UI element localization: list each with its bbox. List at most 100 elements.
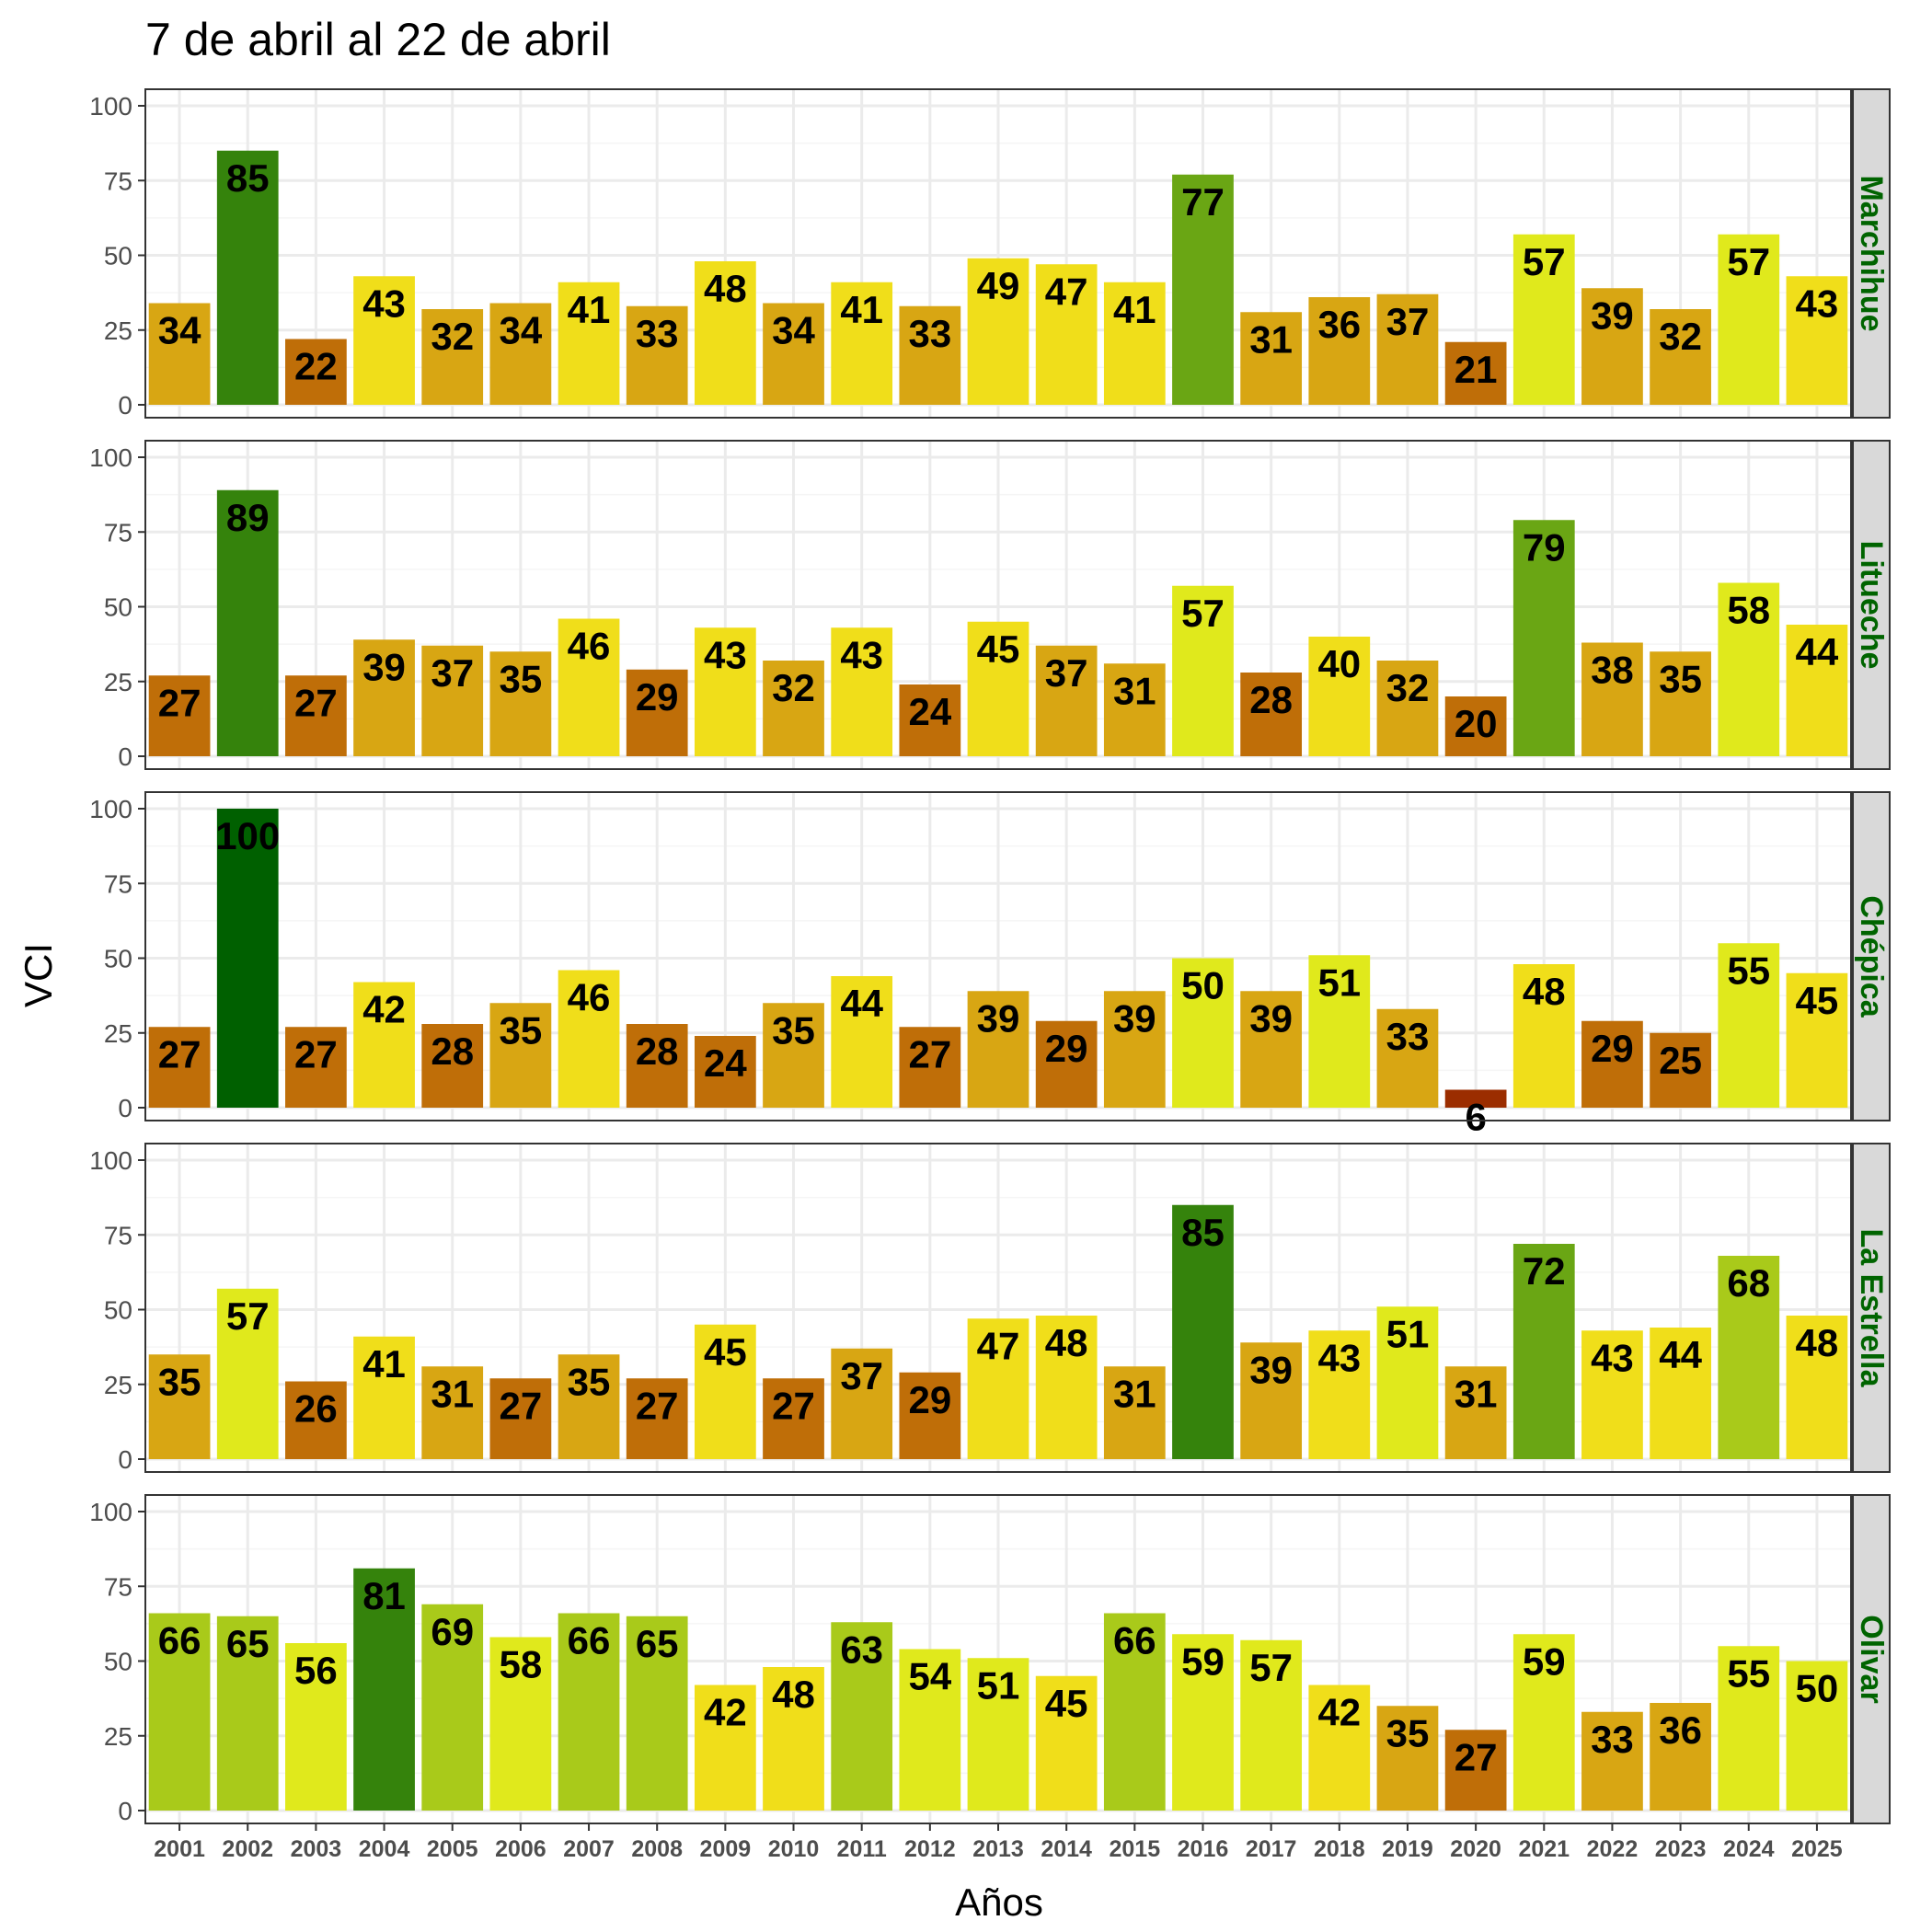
panel-chépica: 0 25 50 75 100 27 100 27 42 28 35 46 28 24 35 44 27 39 29 3… bbox=[89, 791, 1891, 1139]
bar bbox=[148, 1027, 211, 1108]
data-label: 57 bbox=[1523, 240, 1566, 283]
facet-strip-label: Litueche bbox=[1854, 541, 1889, 670]
y-tick-label: 25 bbox=[104, 316, 132, 345]
facet-strip bbox=[1852, 1494, 1891, 1824]
bar bbox=[1308, 955, 1371, 1108]
x-tick-label: 2003 bbox=[291, 1836, 342, 1862]
x-tick-label: 2014 bbox=[1041, 1836, 1092, 1862]
bar bbox=[1650, 1328, 1711, 1459]
data-label: 59 bbox=[1181, 1639, 1225, 1683]
bar bbox=[216, 1288, 279, 1459]
panel-marchihue: 0 25 50 75 100 34 85 22 43 32 34 41 33 48 34 41 33 49 47 41… bbox=[89, 88, 1891, 420]
bar bbox=[763, 1378, 824, 1459]
bar bbox=[1581, 1020, 1643, 1108]
bar bbox=[763, 1667, 824, 1811]
data-label: 47 bbox=[1045, 270, 1088, 313]
data-label: 39 bbox=[362, 645, 406, 688]
bar bbox=[967, 258, 1029, 405]
data-label: 24 bbox=[908, 690, 951, 733]
data-label: 43 bbox=[1317, 1336, 1361, 1379]
bar bbox=[899, 1027, 961, 1108]
data-label: 35 bbox=[1386, 1711, 1430, 1754]
data-label: 81 bbox=[362, 1574, 406, 1617]
y-tick-label: 25 bbox=[104, 1019, 132, 1048]
bar bbox=[1035, 1316, 1098, 1459]
bar bbox=[1172, 174, 1234, 405]
x-tick-label: 2015 bbox=[1110, 1836, 1161, 1862]
y-axis-title: VCI bbox=[17, 943, 60, 1007]
y-tick-label: 25 bbox=[104, 668, 132, 696]
bar bbox=[489, 1003, 552, 1108]
bar bbox=[1512, 1244, 1575, 1459]
data-label: 37 bbox=[840, 1354, 883, 1397]
bar bbox=[1581, 642, 1643, 756]
data-label: 46 bbox=[568, 976, 611, 1019]
bar bbox=[1650, 1032, 1711, 1108]
bar bbox=[899, 684, 961, 756]
bar bbox=[148, 1354, 211, 1459]
data-label: 33 bbox=[1386, 1015, 1430, 1058]
bar bbox=[899, 305, 961, 405]
bar bbox=[1376, 1306, 1439, 1459]
bar bbox=[1512, 1634, 1575, 1811]
data-label: 42 bbox=[1317, 1691, 1361, 1734]
bar bbox=[1718, 234, 1780, 405]
x-tick-label: 2010 bbox=[768, 1836, 820, 1862]
bar bbox=[831, 282, 893, 405]
bar bbox=[1581, 1330, 1643, 1459]
data-label: 28 bbox=[431, 1029, 474, 1073]
data-label: 21 bbox=[1455, 348, 1498, 391]
bar bbox=[216, 489, 279, 756]
data-label: 39 bbox=[1113, 996, 1156, 1040]
bar bbox=[626, 1024, 688, 1108]
data-label: 41 bbox=[568, 288, 611, 331]
bar bbox=[1718, 1646, 1780, 1811]
data-label: 58 bbox=[1727, 589, 1770, 632]
data-label: 29 bbox=[1045, 1027, 1088, 1070]
data-label: 77 bbox=[1181, 180, 1225, 224]
bar bbox=[1308, 1330, 1371, 1459]
y-tick-label: 100 bbox=[89, 1146, 132, 1175]
data-label: 50 bbox=[1796, 1667, 1839, 1710]
data-label: 27 bbox=[500, 1384, 543, 1427]
bar bbox=[1103, 1366, 1166, 1459]
data-label: 58 bbox=[500, 1643, 543, 1686]
data-label: 65 bbox=[636, 1622, 679, 1665]
data-label: 27 bbox=[908, 1032, 951, 1075]
data-label: 45 bbox=[704, 1330, 747, 1374]
bar bbox=[1035, 645, 1098, 756]
data-label: 27 bbox=[772, 1384, 815, 1427]
data-label: 32 bbox=[1386, 666, 1430, 709]
bar bbox=[148, 1613, 211, 1811]
bar bbox=[489, 1637, 552, 1811]
data-label: 42 bbox=[704, 1691, 747, 1734]
data-label: 27 bbox=[158, 1032, 201, 1075]
data-label: 56 bbox=[294, 1649, 338, 1692]
data-label: 69 bbox=[431, 1610, 474, 1653]
y-tick-label: 50 bbox=[104, 1296, 132, 1325]
data-label: 31 bbox=[1455, 1372, 1498, 1415]
x-tick-label: 2012 bbox=[904, 1836, 956, 1862]
data-label: 43 bbox=[362, 282, 406, 325]
data-label: 50 bbox=[1181, 964, 1225, 1007]
data-label: 68 bbox=[1727, 1261, 1770, 1305]
data-label: 89 bbox=[226, 496, 270, 539]
bar bbox=[558, 970, 620, 1108]
y-tick-label: 0 bbox=[118, 1094, 132, 1122]
data-label: 35 bbox=[500, 657, 543, 700]
bar bbox=[353, 982, 415, 1108]
bar bbox=[285, 675, 347, 756]
y-tick-label: 25 bbox=[104, 1722, 132, 1751]
bar bbox=[1103, 282, 1166, 405]
data-label: 37 bbox=[431, 651, 474, 695]
bar bbox=[1512, 964, 1575, 1108]
data-label: 43 bbox=[840, 633, 883, 676]
y-tick-label: 75 bbox=[104, 869, 132, 898]
data-label: 44 bbox=[1659, 1333, 1702, 1376]
bar bbox=[1103, 1613, 1166, 1811]
bar bbox=[694, 1324, 756, 1459]
x-tick-label: 2018 bbox=[1314, 1836, 1365, 1862]
x-tick-label: 2001 bbox=[154, 1836, 205, 1862]
y-tick-label: 0 bbox=[118, 1445, 132, 1474]
bar bbox=[694, 261, 756, 405]
